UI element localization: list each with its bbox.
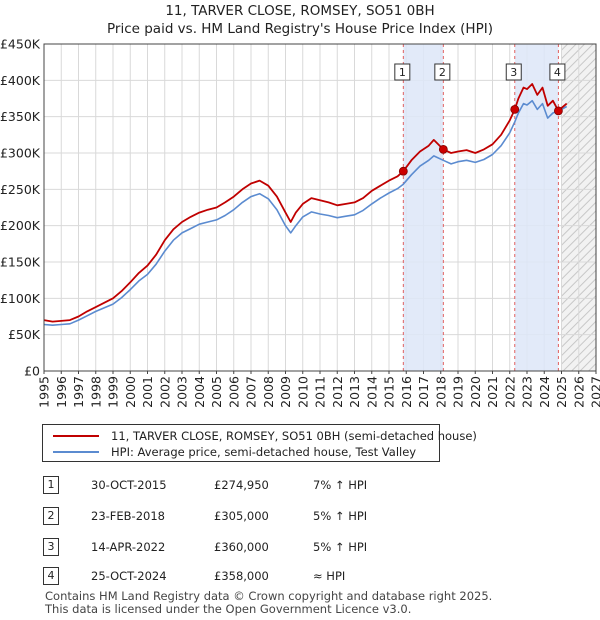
x-tick-label: 2002 xyxy=(157,376,172,408)
sale-price: £274,950 xyxy=(214,478,269,492)
x-tick-label: 2021 xyxy=(485,376,500,408)
x-tick-label: 1996 xyxy=(54,376,69,408)
sale-label-box xyxy=(434,63,451,81)
x-tick-label: 2013 xyxy=(347,376,362,408)
legend-hpi-swatch xyxy=(53,451,99,453)
y-tick-label: £150K xyxy=(0,255,41,270)
x-tick-label: 2007 xyxy=(244,376,259,408)
y-tick-label: £450K xyxy=(0,37,41,52)
y-tick-label: £300K xyxy=(0,146,41,161)
sale-date: 25-OCT-2024 xyxy=(91,569,167,583)
price-chart: 1 2 3 4 £0 £50K £100K £150K £200K £250K £300K £350… xyxy=(0,37,600,408)
footer-line2: This data is licensed under the Open Gov… xyxy=(45,602,412,616)
x-tick-label: 2014 xyxy=(364,376,379,408)
x-tick-label: 2023 xyxy=(520,376,535,408)
sale-price: £305,000 xyxy=(214,509,269,523)
y-tick-label: £400K xyxy=(0,73,41,88)
x-tick-label: 2016 xyxy=(399,376,414,408)
x-tick-label: 2009 xyxy=(278,376,293,408)
x-tick-label: 2020 xyxy=(468,376,483,408)
x-tick-label: 2004 xyxy=(192,376,207,408)
chart-title-line2: Price paid vs. HM Land Registry's House … xyxy=(107,21,493,37)
x-tick-label: 2018 xyxy=(433,376,448,408)
x-tick-label: 2022 xyxy=(502,376,517,408)
y-tick-label: £200K xyxy=(0,218,41,233)
x-tick-label: 2017 xyxy=(416,376,431,408)
sale-label-number: 2 xyxy=(439,66,446,79)
sale-price: £360,000 xyxy=(214,540,269,554)
y-tick-label: £250K xyxy=(0,182,41,197)
x-tick-label: 2000 xyxy=(123,376,138,408)
x-tick-label: 2006 xyxy=(226,376,241,408)
legend-price-swatch xyxy=(53,435,99,437)
x-tick-label: 2010 xyxy=(295,376,310,408)
sale-hpi-relation: 5% ↑ HPI xyxy=(313,509,368,523)
sale-label-number: 4 xyxy=(554,66,561,79)
x-tick-label: 2027 xyxy=(589,376,600,408)
footer-line1: Contains HM Land Registry data © Crown c… xyxy=(45,589,493,603)
x-tick-label: 2008 xyxy=(261,376,276,408)
sale-number: 4 xyxy=(43,567,59,585)
sale-label-box xyxy=(505,63,522,81)
sale-hpi-relation: 5% ↑ HPI xyxy=(313,540,368,554)
sale-hpi-relation: 7% ↑ HPI xyxy=(313,478,368,492)
legend-hpi-label: HPI: Average price, semi-detached house,… xyxy=(111,445,417,459)
sale-number: 2 xyxy=(43,507,59,525)
x-tick-label: 2024 xyxy=(537,376,552,408)
y-tick-label: £50K xyxy=(8,327,41,342)
sale-point xyxy=(398,166,408,176)
sale-point xyxy=(438,144,448,154)
x-tick-label: 2003 xyxy=(175,376,190,408)
y-tick-label: £0 xyxy=(24,364,40,379)
sale-price: £358,000 xyxy=(214,569,269,583)
footer: Contains HM Land Registry data © Crown c… xyxy=(45,590,492,616)
x-tick-label: 2012 xyxy=(330,376,345,408)
sale-label-number: 3 xyxy=(510,66,517,79)
x-tick-label: 2005 xyxy=(209,376,224,408)
sale-point xyxy=(553,106,563,116)
chart-title-line1: 11, TARVER CLOSE, ROMSEY, SO51 0BH xyxy=(165,3,435,19)
x-tick-label: 2019 xyxy=(451,376,466,408)
sale-period-shading xyxy=(514,44,559,371)
x-tick-label: 2025 xyxy=(554,376,569,408)
sale-number: 3 xyxy=(43,538,59,556)
sale-point xyxy=(510,105,520,114)
sale-date: 23-FEB-2018 xyxy=(91,509,165,523)
sale-date: 30-OCT-2015 xyxy=(91,478,167,492)
hpi-line xyxy=(43,99,568,327)
legend-price-label: 11, TARVER CLOSE, ROMSEY, SO51 0BH (semi… xyxy=(111,429,477,443)
x-tick-label: 2011 xyxy=(313,376,328,408)
x-tick-label: 1995 xyxy=(37,376,52,408)
x-tick-label: 1998 xyxy=(88,376,103,408)
sale-label-number: 1 xyxy=(399,66,406,79)
sale-hpi-relation: ≈ HPI xyxy=(313,569,346,583)
chart-title: 11, TARVER CLOSE, ROMSEY, SO51 0BH Price… xyxy=(0,2,600,38)
x-tick-label: 2026 xyxy=(571,376,586,408)
x-tick-label: 1999 xyxy=(106,376,121,408)
sale-label-box xyxy=(549,63,566,81)
sale-label-box xyxy=(394,63,411,81)
x-tick-label: 2015 xyxy=(382,376,397,408)
sale-period-shading xyxy=(403,44,444,371)
y-tick-label: £350K xyxy=(0,109,41,124)
sale-date: 14-APR-2022 xyxy=(91,540,166,554)
y-tick-label: £100K xyxy=(0,291,41,306)
sale-number: 1 xyxy=(43,476,59,494)
x-tick-label: 2001 xyxy=(140,376,155,408)
chart-legend: 11, TARVER CLOSE, ROMSEY, SO51 0BH (semi… xyxy=(42,424,477,462)
x-tick-label: 1997 xyxy=(71,376,86,408)
